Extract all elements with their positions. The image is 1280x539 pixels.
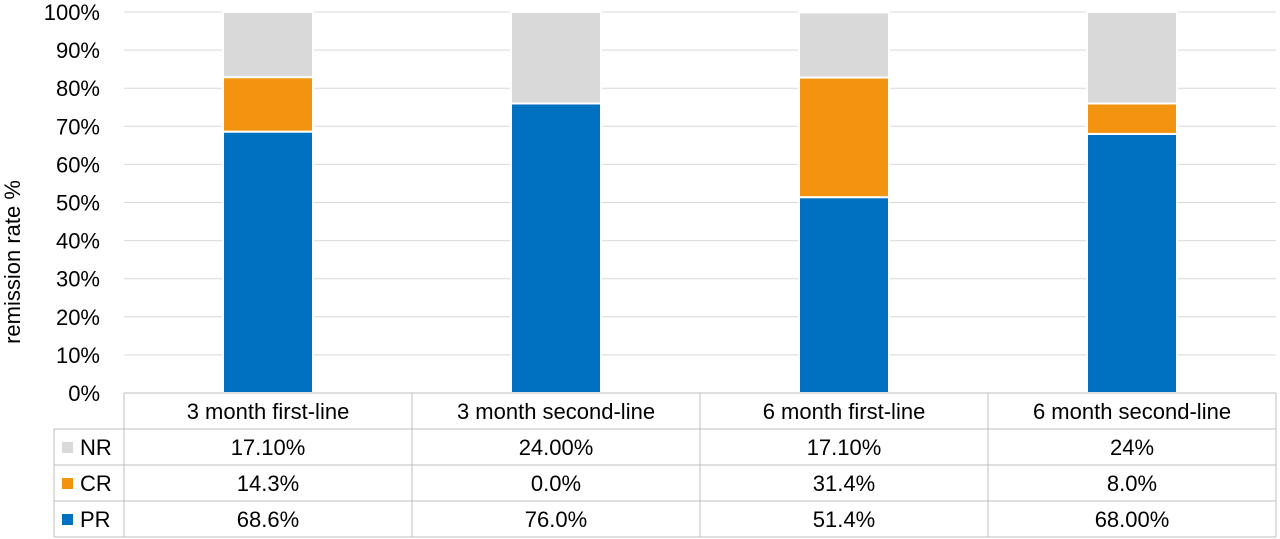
y-tick-label: 100%	[44, 0, 100, 25]
table-cell-value: 51.4%	[813, 507, 875, 532]
y-tick-label: 90%	[56, 38, 100, 63]
y-tick-label: 30%	[56, 267, 100, 292]
y-tick-label: 60%	[56, 152, 100, 177]
category-label: 6 month first-line	[763, 399, 926, 424]
legend-label: PR	[80, 507, 111, 532]
bar-segment-cr	[1086, 102, 1178, 135]
y-tick-label: 40%	[56, 229, 100, 254]
bar-segment-nr	[798, 11, 890, 79]
category-label: 3 month first-line	[187, 399, 350, 424]
legend-label: NR	[80, 435, 112, 460]
table-cell-value: 0.0%	[531, 471, 581, 496]
legend-label: CR	[80, 471, 112, 496]
data-table: 3 month first-line 3 month second-line 6 m…	[53, 392, 1277, 538]
y-axis-label: remission rate %	[0, 180, 25, 344]
bar-segment-pr	[1086, 132, 1178, 394]
table-cell-value: 68.6%	[237, 507, 299, 532]
y-tick-label: 50%	[56, 191, 100, 216]
y-tick-label: 80%	[56, 76, 100, 101]
table-cell-value: 17.10%	[231, 435, 306, 460]
bar-segment-pr	[798, 196, 890, 394]
table-cell-value: 76.0%	[525, 507, 587, 532]
bar-segment-cr	[798, 76, 890, 199]
table-cell-value: 24%	[1110, 435, 1154, 460]
bar-segment-cr	[222, 76, 314, 133]
bar-segment-pr	[510, 102, 602, 394]
gridlines	[124, 11, 1276, 356]
legend-key-cr	[62, 478, 73, 489]
legend-key-nr	[62, 442, 73, 453]
category-label: 6 month second-line	[1033, 399, 1231, 424]
table-cell-value: 68.00%	[1095, 507, 1170, 532]
table-cell-value: 31.4%	[813, 471, 875, 496]
table-cell-value: 17.10%	[807, 435, 882, 460]
y-axis-tick-labels: 0% 10% 20% 30% 40% 50% 60% 70% 80% 90% 100%	[44, 0, 100, 406]
table-cell-value: 8.0%	[1107, 471, 1157, 496]
bar-segment-pr	[222, 130, 314, 394]
y-tick-label: 20%	[56, 305, 100, 330]
category-label: 3 month second-line	[457, 399, 655, 424]
bar-segment-nr	[510, 11, 602, 105]
legend-key-pr	[62, 514, 73, 525]
table-cell-value: 24.00%	[519, 435, 594, 460]
bar-segments	[222, 11, 1178, 394]
bar-segment-nr	[1086, 11, 1178, 105]
y-tick-label: 0%	[68, 381, 100, 406]
bar-segment-nr	[222, 11, 314, 79]
y-tick-label: 70%	[56, 114, 100, 139]
table-cell-value: 14.3%	[237, 471, 299, 496]
y-tick-label: 10%	[56, 343, 100, 368]
